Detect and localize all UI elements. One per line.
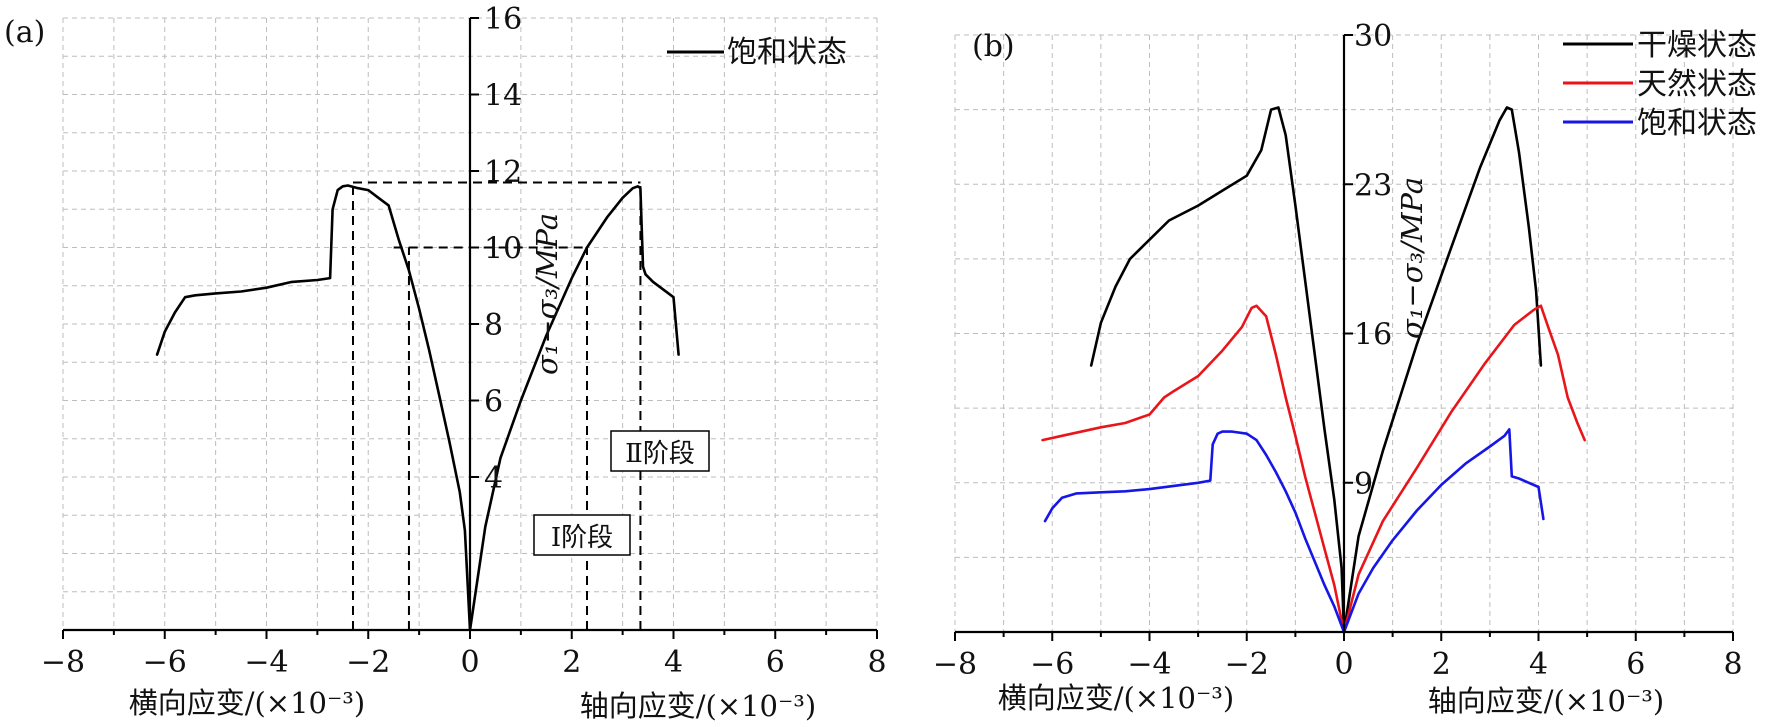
x-tick-label: 4: [664, 645, 683, 680]
x-tick-label: −2: [346, 645, 390, 680]
y-tick-label: 12: [484, 155, 522, 190]
series-line-3: [1043, 428, 1545, 634]
panel-a: −8 −6 −4 −2 0 2 4 6 8 4 6 8 10 12 14 16 (a) 饱和状态 Ⅰ阶段 Ⅱ阶…: [4, 2, 887, 723]
x-tick-label: −2: [1225, 647, 1269, 682]
x-tick-label: −8: [933, 647, 977, 682]
y-tick-label: 16: [484, 2, 522, 37]
panel-b-legend-label-dry: 干燥状态: [1637, 28, 1757, 63]
x-tick-label: 0: [1334, 647, 1353, 682]
x-tick-label: −6: [1030, 647, 1074, 682]
x-tick-label: 2: [562, 645, 581, 680]
y-tick-label: 10: [484, 232, 522, 267]
series-line-1: [1089, 106, 1543, 634]
x-tick-label: −6: [143, 645, 187, 680]
x-tick-label: −4: [1127, 647, 1171, 682]
stage-2-label: Ⅱ阶段: [625, 439, 695, 469]
x-tick-label: 0: [460, 645, 479, 680]
panel-b-axes: −8 −6 −4 −2 0 2 4 6 8 9 16 23 30: [933, 19, 1743, 682]
x-tick-label: 6: [1626, 647, 1645, 682]
y-tick-label: 6: [484, 385, 503, 420]
panel-b-xlabel-right: 轴向应变/(×10⁻³): [1428, 684, 1665, 718]
panel-a-series: [155, 184, 680, 632]
panel-b-label: (b): [972, 29, 1015, 64]
stage-1-box: [533, 514, 631, 556]
y-tick-label: 14: [484, 79, 522, 114]
y-tick-label: 4: [484, 461, 503, 496]
panel-b-ylabel: σ₁−σ₃/MPa: [1395, 177, 1429, 339]
y-tick-label: 9: [1354, 467, 1373, 502]
stage-1-label: Ⅰ阶段: [551, 523, 613, 553]
panel-a-legend-label: 饱和状态: [727, 35, 847, 70]
panel-b-legend-label-saturated: 饱和状态: [1637, 106, 1757, 141]
y-tick-label: 8: [484, 308, 503, 343]
y-tick-label: 30: [1354, 19, 1392, 54]
x-tick-label: 2: [1432, 647, 1451, 682]
panel-a-xlabel-right: 轴向应变/(×10⁻³): [580, 689, 817, 723]
panel-b-legend-label-natural: 天然状态: [1637, 67, 1757, 102]
stage-2-box: [610, 430, 710, 472]
y-tick-label: 16: [1354, 318, 1392, 353]
series-line-1: [155, 184, 680, 632]
panel-a-axes: −8 −6 −4 −2 0 2 4 6 8 4 6 8 10 12 14 16: [41, 2, 887, 680]
x-tick-label: −8: [41, 645, 85, 680]
panel-a-ylabel: σ₁−σ₃/MPa: [530, 213, 564, 375]
panel-b-xlabel-left: 横向应变/(×10⁻³): [998, 681, 1235, 715]
x-tick-label: −4: [244, 645, 288, 680]
panel-a-label: (a): [4, 15, 45, 50]
x-tick-label: 8: [867, 645, 886, 680]
series-line-2: [1041, 304, 1586, 634]
y-tick-label: 23: [1354, 168, 1392, 203]
panel-a-xlabel-left: 横向应变/(×10⁻³): [129, 686, 366, 720]
x-tick-label: 4: [1529, 647, 1548, 682]
x-tick-label: 8: [1723, 647, 1742, 682]
panel-b-series: [1041, 106, 1586, 634]
x-tick-label: 6: [766, 645, 785, 680]
panel-a-reference-lines: [351, 181, 642, 630]
